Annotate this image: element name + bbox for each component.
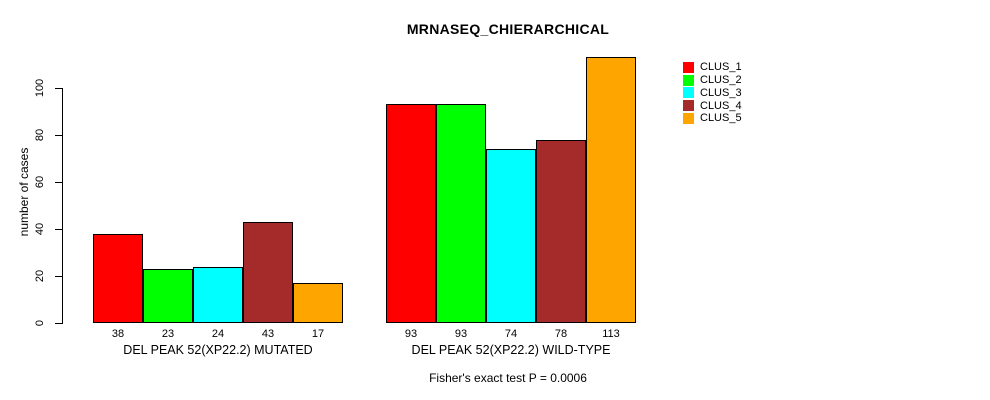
legend-row-clus_4: CLUS_4 (683, 99, 742, 112)
y-tick-mark (55, 88, 63, 89)
y-tick-label: 60 (34, 175, 46, 189)
legend-label: CLUS_1 (700, 61, 742, 74)
legend-swatch-icon (683, 61, 694, 73)
legend-label: CLUS_2 (700, 74, 742, 87)
bar-clus_1 (93, 234, 143, 323)
legend-label: CLUS_3 (700, 86, 742, 99)
y-tick-label: 40 (34, 222, 46, 236)
bar-value-label: 24 (211, 328, 225, 340)
y-tick-label: 100 (34, 78, 46, 98)
legend: CLUS_1 CLUS_2 CLUS_3 CLUS_4 CLUS_5 (683, 61, 742, 125)
chart-title: MRNASEQ_CHIERARCHICAL (406, 21, 610, 37)
legend-row-clus_2: CLUS_2 (683, 74, 742, 87)
group-label: DEL PEAK 52(XP22.2) WILD-TYPE (411, 343, 611, 357)
legend-label: CLUS_4 (700, 99, 742, 112)
legend-label: CLUS_5 (700, 112, 742, 125)
bar-value-label: 43 (261, 328, 275, 340)
legend-swatch-icon (683, 112, 694, 124)
bar-clus_4 (243, 222, 293, 323)
y-axis-line (62, 88, 63, 324)
y-tick-label: 20 (34, 269, 46, 283)
bar-value-label: 93 (404, 328, 418, 340)
bar-value-label: 38 (111, 328, 125, 340)
y-tick-mark (55, 229, 63, 230)
y-axis-label: number of cases (17, 147, 31, 237)
bar-clus_3 (193, 267, 243, 323)
y-tick-label: 80 (34, 128, 46, 142)
legend-row-clus_3: CLUS_3 (683, 87, 742, 100)
bar-value-label: 78 (554, 328, 568, 340)
group-label: DEL PEAK 52(XP22.2) MUTATED (123, 343, 313, 357)
legend-row-clus_1: CLUS_1 (683, 61, 742, 74)
bar-clus_1 (386, 104, 436, 323)
legend-swatch-icon (683, 74, 694, 86)
bar-clus_3 (486, 149, 536, 323)
bar-value-label: 74 (504, 328, 518, 340)
bar-clus_5 (586, 57, 636, 323)
caption-pvalue: Fisher's exact test P = 0.0006 (429, 371, 587, 385)
bar-value-label: 23 (161, 328, 175, 340)
legend-swatch-icon (683, 87, 694, 99)
bar-value-label: 113 (602, 328, 620, 340)
y-tick-label: 0 (34, 319, 46, 327)
bar-clus_2 (436, 104, 486, 323)
legend-swatch-icon (683, 100, 694, 112)
bar-clus_5 (293, 283, 343, 323)
bar-value-label: 17 (311, 328, 325, 340)
y-tick-mark (55, 323, 63, 324)
bar-value-label: 93 (454, 328, 468, 340)
bar-clus_2 (143, 269, 193, 323)
bar-clus_4 (536, 140, 586, 323)
y-tick-mark (55, 182, 63, 183)
legend-row-clus_5: CLUS_5 (683, 112, 742, 125)
y-tick-mark (55, 276, 63, 277)
y-tick-mark (55, 135, 63, 136)
